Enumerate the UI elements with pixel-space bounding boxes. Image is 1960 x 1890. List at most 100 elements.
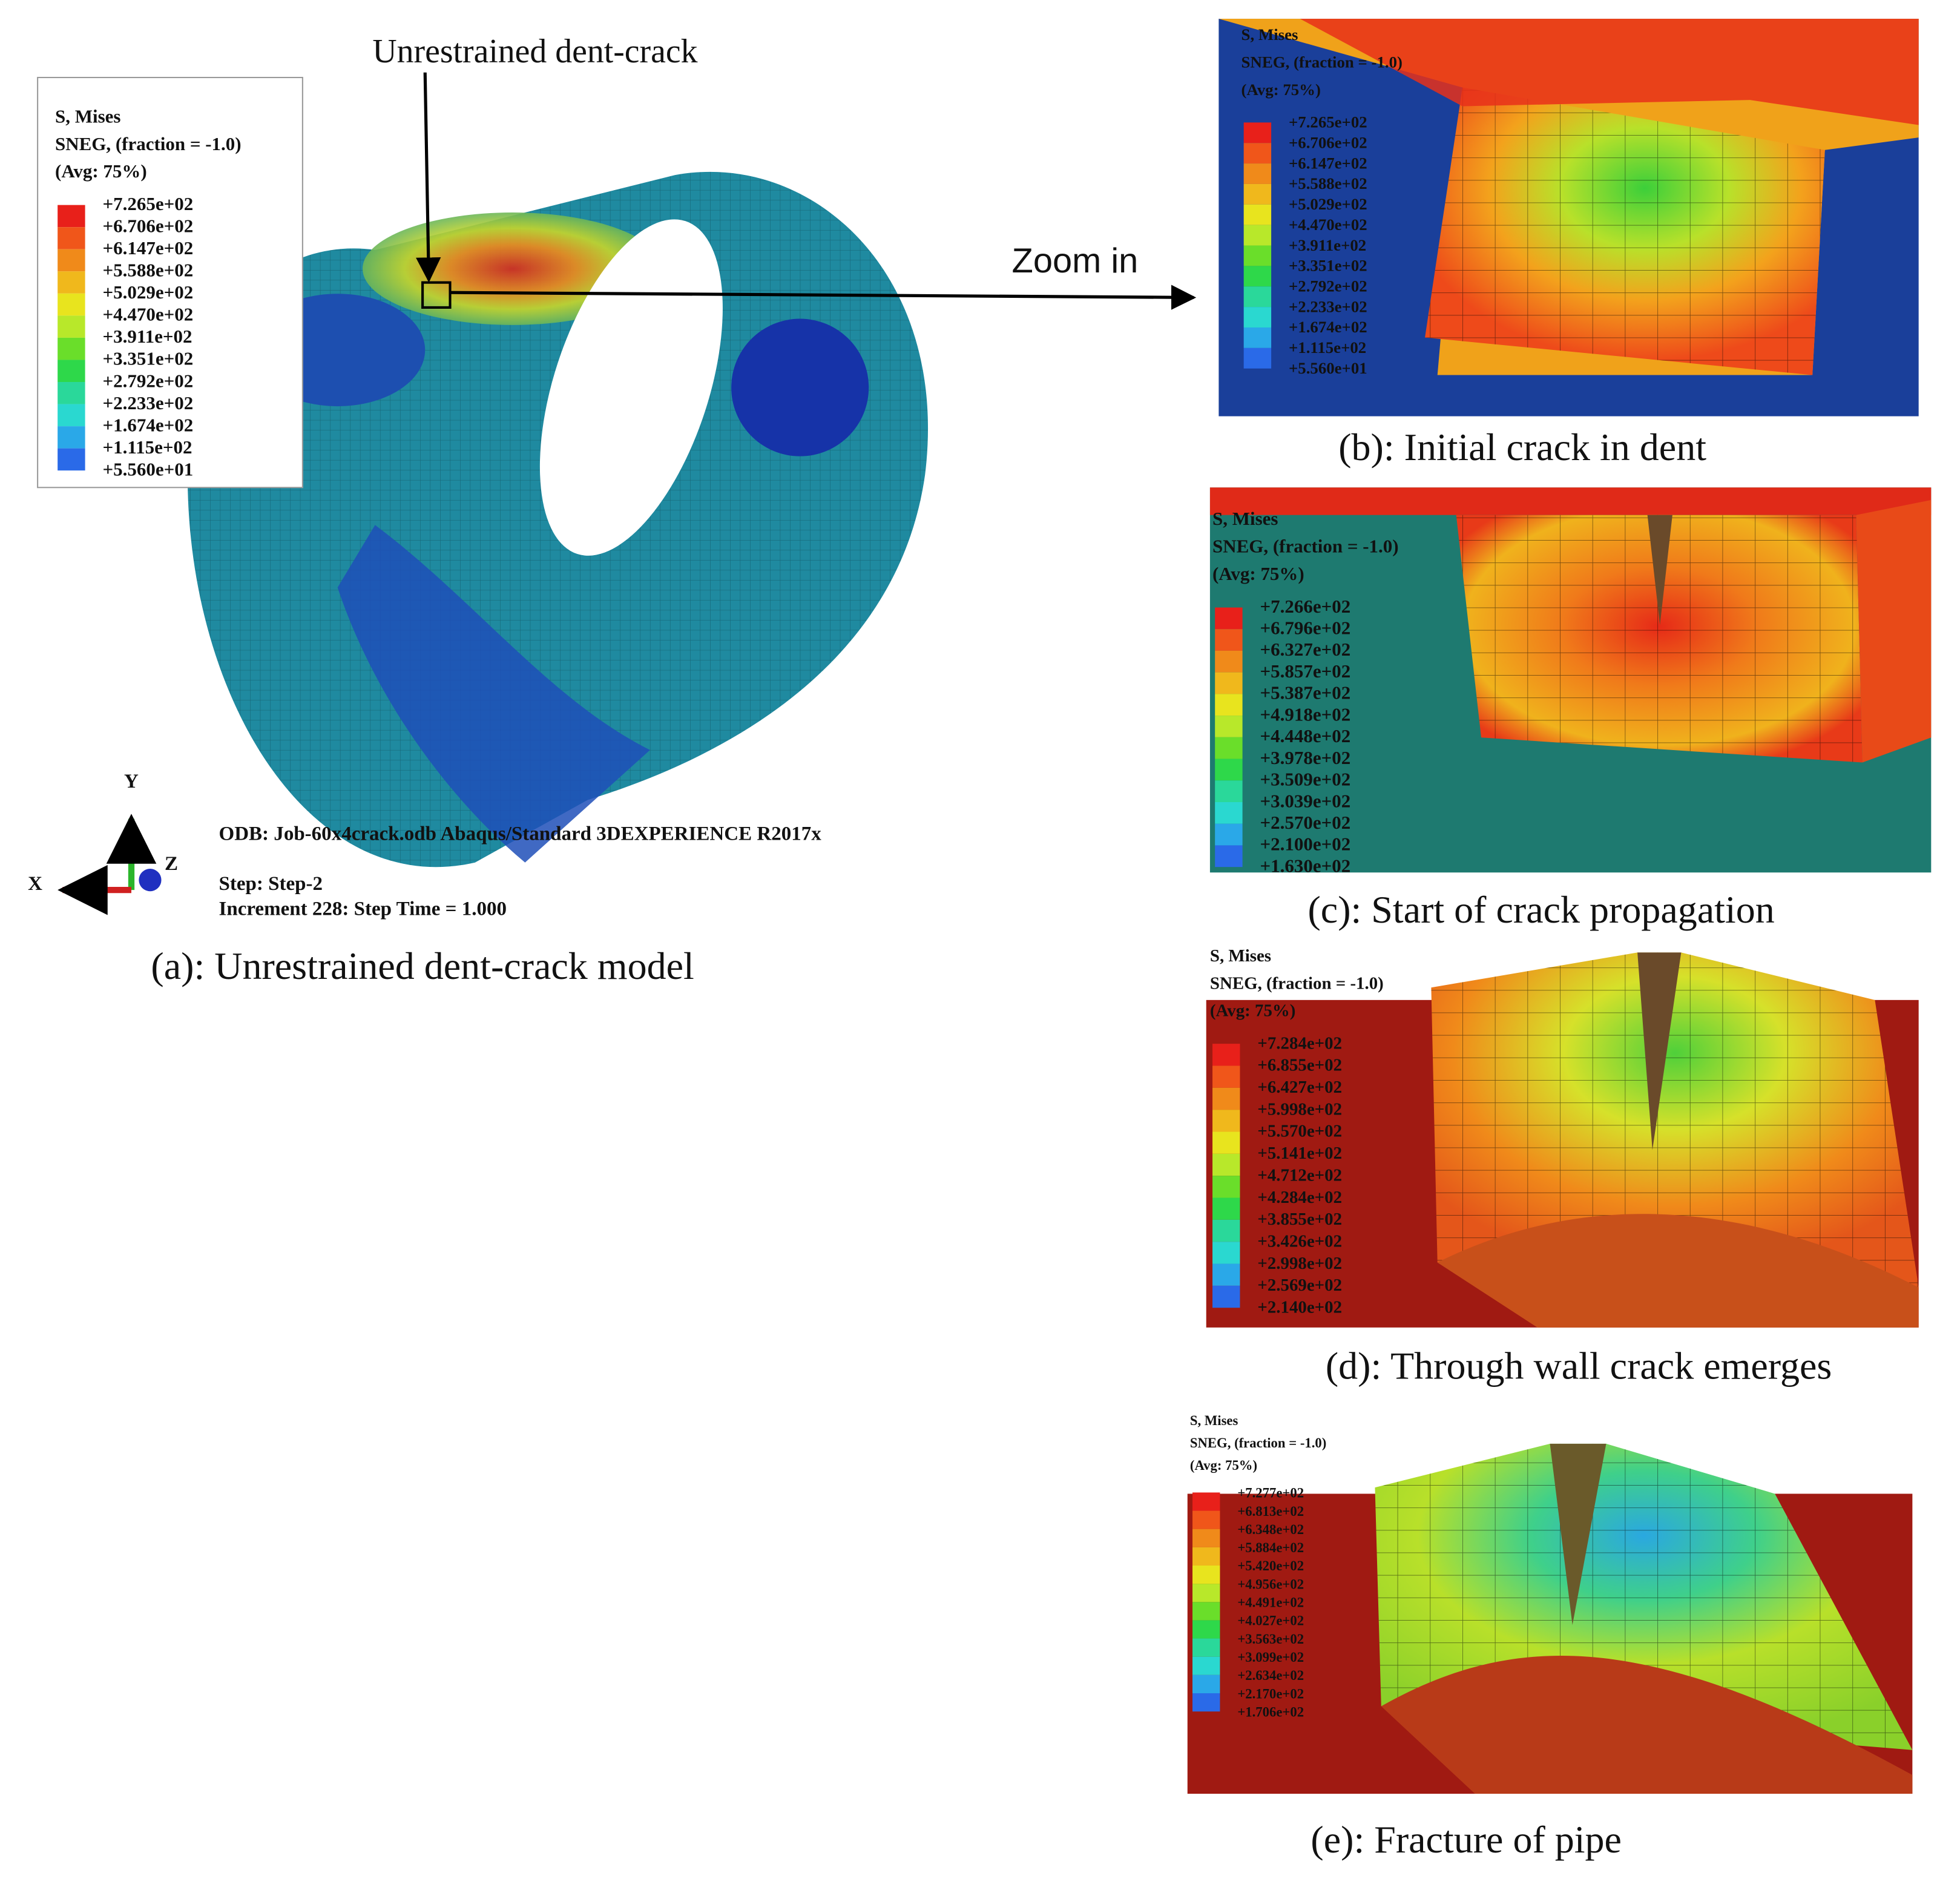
legend-title: SNEG, (fraction = -1.0)	[1241, 53, 1403, 71]
legend-value: +4.491e+02	[1237, 1595, 1304, 1610]
legend-title: SNEG, (fraction = -1.0)	[55, 133, 242, 154]
legend-value: +2.792e+02	[103, 370, 194, 391]
legend-value: +3.911e+02	[103, 326, 192, 347]
legend-value: +2.998e+02	[1257, 1254, 1342, 1273]
legend-value: +6.706e+02	[1289, 133, 1367, 151]
legend-value: +6.706e+02	[103, 215, 194, 236]
legend-title: (Avg: 75%)	[1241, 81, 1321, 99]
legend-title: S, Mises	[1212, 508, 1278, 529]
legend-swatch	[58, 249, 85, 272]
legend-swatch	[1215, 845, 1243, 868]
legend-title: SNEG, (fraction = -1.0)	[1190, 1435, 1326, 1450]
legend-swatch	[1243, 183, 1272, 205]
legend-value: +5.998e+02	[1257, 1099, 1342, 1119]
legend-swatch	[1192, 1584, 1220, 1602]
legend-swatch	[1192, 1638, 1220, 1657]
legend: S, Mises SNEG, (fraction = -1.0) (Avg: 75%…	[37, 76, 303, 489]
legend-swatch	[1243, 204, 1272, 225]
legend-value: +7.265e+02	[1289, 113, 1367, 131]
legend-value: +1.115e+02	[1289, 338, 1366, 357]
panel-caption: (e): Fracture of pipe	[1311, 1818, 1622, 1861]
legend-swatch	[1192, 1656, 1220, 1675]
legend-title: S, Mises	[55, 105, 120, 127]
legend-swatch	[1243, 245, 1272, 266]
legend-value: +4.284e+02	[1257, 1188, 1342, 1207]
legend-title: S, Mises	[1210, 946, 1271, 966]
legend-value: +3.426e+02	[1257, 1231, 1342, 1251]
legend-value: +6.147e+02	[103, 237, 194, 258]
step-line: Step: Step-2	[219, 873, 323, 895]
legend-swatch	[1215, 650, 1243, 673]
legend: S, Mises SNEG, (fraction = -1.0) (Avg: 75%…	[1212, 508, 1399, 876]
legend-value: +6.855e+02	[1257, 1056, 1342, 1075]
legend-value: +7.284e+02	[1257, 1033, 1342, 1053]
legend-swatch	[1215, 716, 1243, 737]
legend-swatch	[1215, 802, 1243, 824]
legend-value: +4.027e+02	[1237, 1613, 1304, 1628]
axis-triad: Y X Z	[28, 771, 178, 915]
axis-x-label: X	[28, 873, 42, 895]
legend-swatch	[1192, 1547, 1220, 1566]
legend-title: (Avg: 75%)	[1212, 563, 1304, 584]
legend-value: +5.420e+02	[1237, 1558, 1304, 1573]
legend-swatch	[58, 227, 85, 249]
panel-caption: (c): Start of crack propagation	[1307, 888, 1774, 931]
legend-value: +5.141e+02	[1257, 1144, 1342, 1163]
legend-value: +3.039e+02	[1260, 790, 1351, 811]
legend-value: +6.796e+02	[1260, 617, 1351, 638]
legend: S, Mises SNEG, (fraction = -1.0) (Avg: 75%…	[1190, 1413, 1326, 1720]
legend-value: +4.448e+02	[1260, 725, 1351, 746]
zoom-panel-e	[1187, 1443, 1913, 1794]
legend-swatch	[1212, 1087, 1240, 1110]
legend-value: +2.170e+02	[1237, 1686, 1304, 1701]
legend-value: +2.100e+02	[1260, 834, 1351, 855]
panel-caption: (d): Through wall crack emerges	[1326, 1344, 1832, 1387]
legend-swatch	[1212, 1285, 1240, 1308]
legend-value: +5.588e+02	[1289, 174, 1367, 193]
legend-value: +6.427e+02	[1257, 1078, 1342, 1097]
legend-value: +3.563e+02	[1237, 1632, 1304, 1647]
panel-caption: (b): Initial crack in dent	[1338, 426, 1706, 469]
legend-value: +2.792e+02	[1289, 277, 1367, 295]
legend-value: +3.351e+02	[1289, 257, 1367, 275]
legend-swatch	[1215, 759, 1243, 781]
legend-swatch	[1192, 1602, 1220, 1621]
legend-swatch	[1215, 694, 1243, 716]
legend-swatch	[1192, 1565, 1220, 1584]
legend-value: +4.956e+02	[1237, 1576, 1304, 1592]
legend-value: +5.857e+02	[1260, 660, 1351, 682]
legend-value: +2.569e+02	[1257, 1276, 1342, 1295]
legend-swatch	[1215, 780, 1243, 802]
legend-value: +4.918e+02	[1260, 703, 1351, 725]
callout-label: Unrestrained dent-crack	[372, 33, 697, 70]
legend-swatch	[1192, 1620, 1220, 1639]
legend-value: +1.674e+02	[103, 414, 194, 435]
legend-value: +5.029e+02	[103, 282, 194, 303]
legend-value: +3.351e+02	[103, 348, 194, 369]
legend-swatch	[1243, 286, 1272, 308]
legend-swatch	[58, 271, 85, 294]
legend-value: +4.712e+02	[1257, 1165, 1342, 1185]
legend-swatch	[1192, 1492, 1220, 1511]
legend-value: +2.634e+02	[1237, 1668, 1304, 1683]
zoom-arrow	[450, 285, 1197, 310]
zoom-panel-d	[1206, 952, 1919, 1328]
legend-title: S, Mises	[1190, 1413, 1238, 1428]
legend-value: +5.387e+02	[1260, 682, 1351, 703]
legend-swatch	[58, 404, 85, 427]
legend-swatch	[58, 337, 85, 360]
zoom-panel-c	[1209, 487, 1932, 873]
legend-title: SNEG, (fraction = -1.0)	[1212, 536, 1399, 557]
zoom-panel-b	[1218, 18, 1919, 417]
legend-title: (Avg: 75%)	[55, 160, 147, 182]
legend-swatch	[1243, 225, 1272, 246]
legend-value: +5.588e+02	[103, 260, 194, 281]
legend-title: SNEG, (fraction = -1.0)	[1210, 973, 1384, 993]
legend-value: +3.099e+02	[1237, 1650, 1304, 1665]
legend-swatch	[58, 360, 85, 383]
legend-swatch	[58, 205, 85, 228]
legend-value: +7.265e+02	[103, 193, 194, 214]
legend-value: +5.570e+02	[1257, 1122, 1342, 1141]
legend-swatch	[1212, 1197, 1240, 1220]
legend-swatch	[1212, 1044, 1240, 1066]
